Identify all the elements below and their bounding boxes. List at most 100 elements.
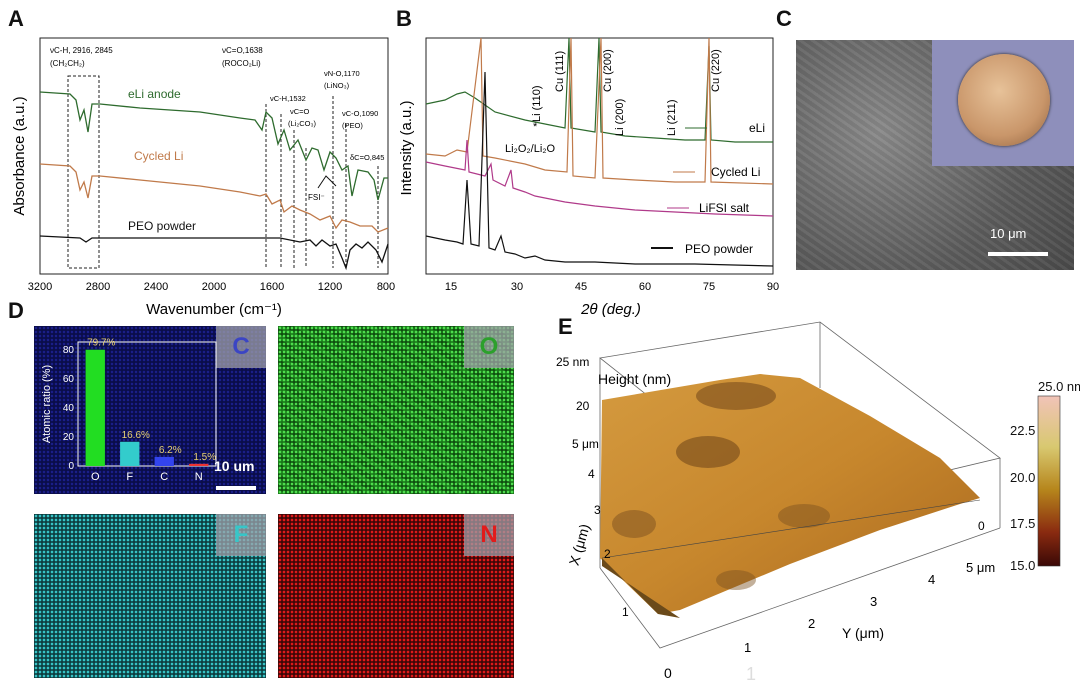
xrd-legend: eLi Cycled Li LiFSI salt PEO powder bbox=[651, 121, 765, 256]
xrd-ylabel: Intensity (a.u.) bbox=[398, 100, 415, 195]
xrd-legend-cycled: Cycled Li bbox=[711, 165, 760, 179]
ftir-ann-delta: δC=O,845 bbox=[350, 153, 384, 162]
ftir-label-cycled: Cycled Li bbox=[134, 149, 183, 163]
afm-y-tick: 5 μm bbox=[966, 560, 995, 575]
edx-category-label: F bbox=[126, 471, 133, 483]
afm-cbar-tick: 25.0 nm bbox=[1038, 379, 1080, 394]
xrd-xtick: 75 bbox=[703, 281, 715, 293]
ftir-label-eli: eLi anode bbox=[128, 87, 181, 101]
sem-scalebar-label: 10 μm bbox=[990, 226, 1027, 241]
afm-zero-b: 0 bbox=[664, 665, 672, 681]
ftir-ann-fsi: FSI⁻ bbox=[308, 193, 325, 202]
xrd-peak-li110: Li (110) bbox=[531, 86, 543, 122]
sem-scalebar bbox=[988, 252, 1048, 256]
ftir-ann-coc: νC-O,1090 bbox=[342, 109, 378, 118]
afm-cbar-tick: 20.0 bbox=[1010, 470, 1035, 485]
xrd-legend-lifsi: LiFSI salt bbox=[699, 201, 750, 215]
xrd-peak-cu200: Cu (200) bbox=[602, 49, 614, 92]
ftir-ann-coc-group: (PEO) bbox=[342, 121, 363, 130]
ftir-xtick: 2800 bbox=[86, 281, 110, 293]
afm-top-label: 25 nm bbox=[556, 355, 589, 369]
xrd-xlabel: 2θ (deg.) bbox=[580, 301, 641, 318]
afm-z-tick: 2 bbox=[604, 547, 611, 561]
ftir-xlabel: Wavenumber (cm⁻¹) bbox=[146, 301, 282, 318]
afm-z-tick: 5 μm bbox=[572, 437, 599, 451]
edx-ytick: 80 bbox=[63, 345, 75, 356]
ftir-ann-ch2: νC-H,1532 bbox=[270, 94, 306, 103]
ftir-ann-ch: νC-H, 2916, 2845 bbox=[50, 46, 113, 55]
afm-cbar-tick: 22.5 bbox=[1010, 423, 1035, 438]
xrd-xtick: 30 bbox=[511, 281, 523, 293]
ftir-ylabel: Absorbance (a.u.) bbox=[11, 96, 28, 215]
afm-y-tick: 3 bbox=[870, 594, 877, 609]
xrd-xtick: 45 bbox=[575, 281, 587, 293]
edx-ytick: 40 bbox=[63, 403, 75, 414]
xrd-li2o: Li₂O₂/Li₂O bbox=[505, 143, 556, 155]
xrd-xtick: 90 bbox=[767, 281, 779, 293]
afm-y-tick: 2 bbox=[808, 616, 815, 631]
ftir-ann-co-group: (ROCO₂Li) bbox=[222, 59, 261, 68]
afm-chart: 25.0 nm 22.5 20.0 17.5 15.0 25 nm Height… bbox=[556, 321, 1080, 683]
edx-category-label: O bbox=[91, 471, 100, 483]
afm-cbar-tick: 17.5 bbox=[1010, 516, 1035, 531]
xrd-peak-li200: Li (200) bbox=[614, 99, 626, 136]
edx-ytick: 60 bbox=[63, 374, 75, 385]
ftir-xtick: 3200 bbox=[28, 281, 52, 293]
ftir-trace-cycled bbox=[39, 163, 389, 233]
edx-inset-ylabel: Atomic ratio (%) bbox=[41, 365, 53, 443]
sem-inset-photo bbox=[932, 40, 1074, 166]
ftir-ann-no-group: (LiNO₃) bbox=[324, 81, 350, 90]
edx-bar-c bbox=[154, 456, 174, 466]
afm-z-label: Height (nm) bbox=[598, 371, 671, 387]
ftir-xticks: 3200 2800 2400 2000 1600 1200 800 bbox=[28, 281, 395, 293]
edx-scalebar bbox=[216, 486, 256, 490]
edx-bar-label: 16.6% bbox=[122, 430, 150, 441]
edx-scalebar-label: 10 um bbox=[214, 458, 255, 474]
xrd-trace-cycled bbox=[425, 37, 774, 185]
xrd-peak-cu111: Cu (111) bbox=[554, 51, 566, 92]
ftir-xtick: 800 bbox=[377, 281, 395, 293]
ftir-xtick: 2400 bbox=[144, 281, 168, 293]
edx-tag-c: C bbox=[216, 326, 266, 368]
xrd-xtick: 15 bbox=[445, 281, 457, 293]
panel-label-c: C bbox=[776, 6, 792, 31]
edx-bar-f bbox=[120, 441, 140, 466]
xrd-xtick: 60 bbox=[639, 281, 651, 293]
ftir-ann-co: νC=O,1638 bbox=[222, 46, 263, 55]
afm-z-tick: 4 bbox=[588, 467, 595, 481]
ftir-xtick: 1600 bbox=[260, 281, 284, 293]
edx-map-o: O bbox=[278, 326, 514, 494]
edx-map-c: C 79.7% O 16.6% F 6.2% C 1.5% N 0 20 40 60 80 A… bbox=[34, 326, 266, 494]
ftir-ann-no: νN-O,1170 bbox=[324, 69, 360, 78]
sem-image: 10 μm bbox=[796, 40, 1074, 270]
edx-map-f: F bbox=[34, 514, 266, 678]
ftir-ann-ch-group: (CH₂CH₂) bbox=[50, 59, 85, 68]
xrd-legend-peo: PEO powder bbox=[685, 242, 753, 256]
afm-z-tick: 1 bbox=[622, 605, 629, 619]
afm-zero-a: 0 bbox=[978, 519, 985, 533]
xrd-star: * bbox=[533, 121, 538, 133]
xrd-trace-peo bbox=[425, 71, 774, 267]
afm-colorbar bbox=[1037, 395, 1061, 567]
ftir-xtick: 1200 bbox=[318, 281, 342, 293]
ftir-trace-eli bbox=[39, 91, 388, 201]
edx-tag-f: F bbox=[216, 514, 266, 556]
panel-label-b: B bbox=[396, 6, 412, 31]
ftir-label-peo: PEO powder bbox=[128, 219, 196, 233]
edx-ytick: 20 bbox=[63, 432, 75, 443]
edx-bar-label: 1.5% bbox=[193, 452, 216, 463]
xrd-legend-eli: eLi bbox=[749, 121, 765, 135]
edx-category-label: C bbox=[160, 471, 168, 483]
li-disc-image bbox=[958, 54, 1050, 146]
edx-bar-n bbox=[189, 463, 209, 466]
afm-cbar-tick: 15.0 bbox=[1010, 558, 1035, 573]
xrd-trace-lifsi bbox=[425, 139, 774, 217]
edx-bar-o bbox=[85, 349, 105, 466]
panel-label-d: D bbox=[8, 298, 24, 323]
afm-surface bbox=[600, 374, 980, 614]
afm-y-tick: 1 bbox=[744, 640, 751, 655]
edx-bar-label: 79.7% bbox=[87, 338, 115, 349]
ftir-xtick: 2000 bbox=[202, 281, 226, 293]
edx-ytick: 0 bbox=[68, 461, 74, 472]
edx-map-n: N bbox=[278, 514, 514, 678]
